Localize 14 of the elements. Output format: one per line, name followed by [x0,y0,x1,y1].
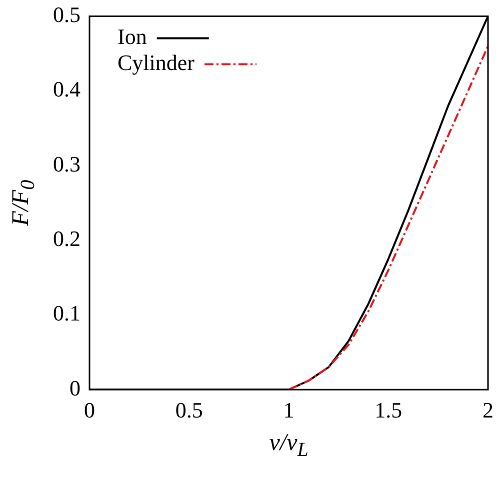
y-tick-label: 0.5 [53,2,80,27]
x-axis-title: v/v$_{L}$ [269,430,308,462]
x-tick-label: 1 [283,398,294,423]
y-tick-label: 0.3 [53,151,80,176]
legend-label: Ion [118,24,147,49]
x-tick-label: 2 [482,398,494,423]
y-tick-label: 0.4 [53,76,80,102]
legend-label: Cylinder [118,50,196,75]
y-tick-label: 0 [70,375,80,400]
y-tick-label: 0.1 [53,300,80,326]
y-tick-label: 0.2 [53,226,80,252]
x-tick-label: 1.5 [374,398,402,423]
x-tick-label: 0.5 [175,398,203,423]
line-series [288,45,488,390]
